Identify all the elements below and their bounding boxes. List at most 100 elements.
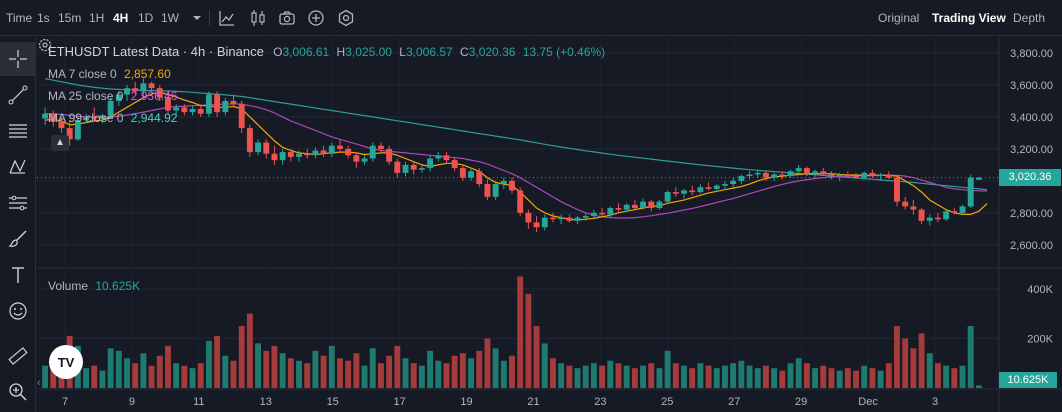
brush-tool[interactable] — [0, 222, 36, 256]
candle-body — [115, 94, 122, 101]
candle-body — [853, 176, 859, 178]
volume-bar — [959, 365, 966, 388]
candle-body — [173, 107, 180, 111]
candle-body — [214, 94, 221, 113]
volume-bar — [803, 363, 810, 388]
volume-bar — [304, 363, 311, 388]
candle-body — [427, 158, 434, 169]
candle-body — [271, 153, 278, 161]
candle-body — [648, 201, 655, 209]
chart-area[interactable]: 7 9 11 13 15 17 19 21 23 25 27 29 Dec 3 3,800.00 3,600.… — [37, 37, 1062, 412]
candle-body — [713, 185, 720, 189]
candle-body — [230, 100, 237, 105]
candle-body — [205, 94, 212, 114]
candle-body — [263, 142, 270, 154]
candle-body — [377, 145, 384, 149]
crosshair-icon — [9, 50, 27, 68]
volume-bar — [951, 368, 958, 388]
volume-bar — [107, 348, 114, 388]
volume-bar — [582, 365, 589, 388]
time-tick-label: 23 — [594, 396, 606, 408]
volume-bar — [312, 350, 319, 388]
interval-1h[interactable]: 1H — [89, 11, 105, 25]
volume-bar — [943, 365, 950, 388]
volume-bar — [328, 345, 335, 388]
scroll-left-icon[interactable]: ‹ — [37, 377, 41, 389]
text-tool[interactable] — [0, 258, 36, 292]
candle-body — [885, 174, 892, 178]
projection-tool[interactable] — [0, 186, 36, 220]
time-tick-label: 3 — [932, 396, 938, 408]
volume-bar — [934, 363, 941, 388]
volume-bar — [500, 360, 507, 388]
volume-bar — [337, 358, 343, 388]
chevron-down-icon[interactable] — [187, 8, 207, 28]
price-chart-canvas[interactable]: 7 9 11 13 15 17 19 21 23 25 27 29 Dec 3 3,800.00 3,600.… — [37, 37, 1062, 412]
volume-bar — [550, 358, 556, 388]
collapse-legend-button[interactable]: ▲ — [51, 135, 69, 151]
candle-body — [607, 208, 614, 215]
interval-1s[interactable]: 1s — [37, 11, 50, 25]
candle-body — [590, 212, 597, 217]
candle-body — [967, 177, 974, 207]
time-tick-label: 21 — [527, 396, 539, 408]
candle-body — [566, 217, 573, 221]
tradingview-logo[interactable]: TV — [49, 345, 83, 379]
volume-bar — [443, 363, 450, 388]
candle-body — [468, 171, 474, 178]
candle-body — [66, 128, 73, 140]
candle-body — [664, 192, 671, 202]
candle-body — [934, 217, 941, 220]
interval-4h[interactable]: 4H — [113, 11, 129, 25]
volume-bar — [140, 353, 147, 388]
candle-body — [451, 160, 458, 169]
candles-icon[interactable] — [248, 8, 268, 28]
candle-body — [869, 172, 876, 177]
candle-body — [353, 155, 360, 162]
camera-icon[interactable] — [277, 8, 297, 28]
fib-lines-tool[interactable] — [0, 114, 36, 148]
volume-bar — [83, 368, 90, 388]
last-volume-tag: 10.625K — [999, 372, 1057, 388]
ruler-tool[interactable] — [0, 339, 36, 373]
time-tick-label: 25 — [661, 396, 673, 408]
settings-icon[interactable] — [37, 37, 53, 53]
interval-15m[interactable]: 15m — [58, 11, 82, 25]
time-tick-label: Dec — [858, 396, 878, 408]
candle-body — [410, 164, 417, 170]
candle-body — [599, 212, 606, 215]
candle-body — [58, 121, 65, 129]
volume-bar — [631, 368, 638, 388]
ma25-value: 2,936.46 — [130, 89, 178, 103]
volume-bar — [779, 370, 786, 388]
pattern-tool[interactable] — [0, 150, 36, 184]
volume-bar — [271, 345, 278, 388]
view-trading-view[interactable]: Trading View — [932, 11, 1006, 25]
volume-bar — [787, 363, 794, 388]
view-original[interactable]: Original — [878, 11, 920, 25]
trend-line-tool[interactable] — [0, 78, 36, 112]
volume-bar — [410, 363, 417, 388]
symbol-legend: ETHUSDT Latest Data · 4h · Binance O3,00… — [48, 44, 605, 60]
candle-body — [500, 180, 507, 185]
crosshair-tool[interactable] — [0, 42, 36, 76]
candle-body — [304, 153, 311, 156]
interval-1d[interactable]: 1D — [138, 11, 154, 25]
view-depth[interactable]: Depth — [1013, 11, 1046, 25]
candle-body — [517, 190, 524, 213]
zoom-in-tool[interactable] — [0, 375, 36, 409]
ma25-line — [45, 103, 988, 219]
volume-bar — [148, 365, 155, 388]
fib-lines-icon — [9, 124, 27, 138]
settings-gear-icon[interactable] — [336, 8, 356, 28]
candle-body — [574, 217, 581, 221]
candle-body — [828, 174, 835, 177]
line-chart-icon[interactable] — [217, 8, 237, 28]
volume-bar — [812, 368, 819, 388]
candle-body — [738, 176, 745, 181]
ma99-label: MA 99 close 0 — [48, 111, 124, 125]
candle-body — [746, 174, 753, 177]
interval-1w[interactable]: 1W — [161, 11, 179, 25]
emoji-tool[interactable] — [0, 294, 36, 328]
add-indicator-icon[interactable] — [306, 8, 326, 28]
